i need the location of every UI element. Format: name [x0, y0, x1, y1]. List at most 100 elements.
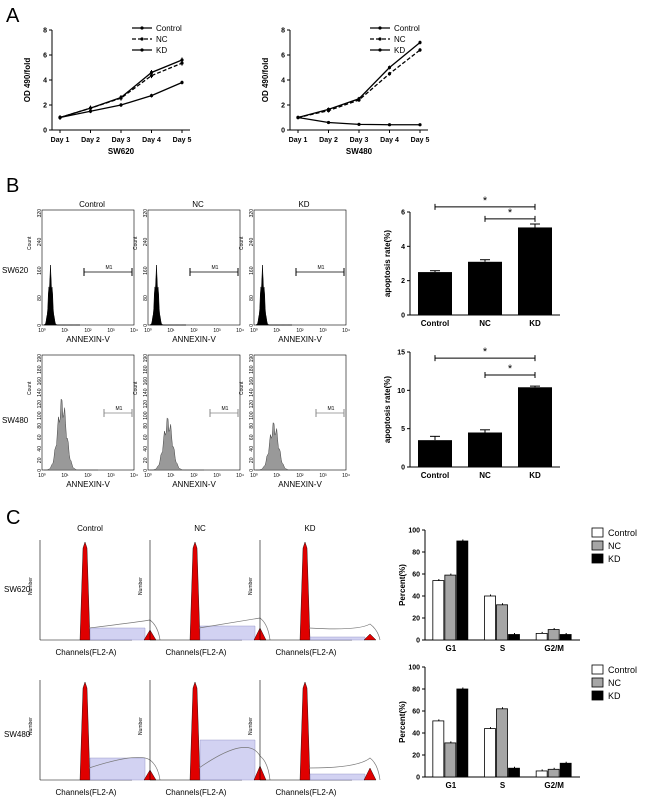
legend-marker: [378, 48, 382, 52]
s-phase-band: [89, 627, 146, 641]
cycle-row-label-sw480: SW480: [4, 730, 31, 739]
gate-label: M1: [212, 265, 219, 271]
flow-histogram: [43, 398, 98, 471]
bar: [518, 227, 552, 315]
flow-y-tick-label: 0: [143, 469, 149, 472]
cycle-x-axis-label: Channels(FL2-A): [56, 648, 117, 657]
flow-x-tick-label: 10³: [319, 328, 327, 334]
flow-x-axis-label: ANNEXIN-V: [278, 480, 322, 489]
flow-x-tick-label: 10⁰: [144, 328, 152, 334]
cycle-column-title: Control: [77, 524, 103, 533]
apoptosis-chart-sw620: 0 2 4 6 apoptosis rate(%) Control NC KD * *: [383, 195, 560, 328]
y-tick-label: 0: [281, 128, 285, 135]
cycle-x-axis-label: Channels(FL2-A): [56, 788, 117, 797]
x-tick-label: Day 2: [81, 137, 100, 144]
flow-y-tick-label: 190: [143, 354, 149, 363]
significance-label: *: [508, 207, 513, 219]
flow-y-tick-label: 240: [143, 238, 149, 247]
cycle-y-axis-label: Number: [248, 577, 254, 595]
legend-swatch: [591, 540, 604, 551]
flow-x-tick-label: 10⁴: [130, 328, 138, 334]
legend-label: NC: [608, 541, 621, 551]
flow-x-tick-label: 10²: [296, 473, 304, 479]
flow-plot-frame: [253, 354, 347, 471]
flow-y-tick-label: 320: [37, 209, 43, 218]
flow-x-tick-label: 10⁰: [38, 473, 46, 479]
x-tick-label: KD: [529, 471, 541, 480]
x-tick-label: G1: [445, 781, 456, 790]
x-tick-label: Control: [421, 319, 449, 328]
legend-label: Control: [156, 24, 182, 33]
flow-x-tick-label: 10¹: [167, 328, 175, 334]
legend-label: Control: [608, 665, 637, 675]
legend-label: NC: [156, 35, 168, 44]
x-tick-label: Day 3: [350, 137, 369, 144]
flow-x-axis-label: ANNEXIN-V: [278, 335, 322, 344]
flow-histogram: [43, 264, 80, 326]
flow-x-tick-label: 10⁴: [342, 328, 350, 334]
x-tick-label: Control: [421, 471, 449, 480]
flow-column-title: KD: [298, 200, 309, 209]
flow-x-tick-label: 10⁰: [250, 328, 258, 334]
x-tick-label: Day 3: [112, 137, 131, 144]
cycle-y-axis-label: Number: [138, 717, 144, 735]
flow-x-tick-label: 10³: [319, 473, 327, 479]
flow-row-label-sw480: SW480: [2, 416, 29, 425]
flow-x-tick-label: 10⁴: [342, 473, 350, 479]
flow-x-tick-label: 10²: [84, 473, 92, 479]
data-point: [326, 109, 331, 113]
flow-x-axis-label: ANNEXIN-V: [66, 335, 110, 344]
flow-y-tick-label: 240: [37, 238, 43, 247]
legend-label: KD: [156, 46, 167, 55]
data-point: [88, 109, 93, 113]
flow-x-axis-label: ANNEXIN-V: [66, 480, 110, 489]
data-point: [149, 70, 154, 75]
flow-y-tick-label: 140: [249, 388, 255, 397]
flow-y-tick-label: 40: [37, 446, 43, 452]
flow-x-tick-label: 10²: [296, 328, 304, 334]
gate-label: M1: [222, 406, 229, 412]
cycle-column-title: KD: [304, 524, 315, 533]
y-tick-label: 6: [401, 210, 405, 217]
flow-histogram: [255, 264, 292, 326]
y-tick-label: 100: [408, 528, 420, 535]
flow-x-tick-label: 10²: [190, 473, 198, 479]
significance-label: *: [508, 363, 513, 375]
flow-x-tick-label: 10¹: [273, 328, 281, 334]
x-tick-label: NC: [479, 471, 491, 480]
data-point: [387, 123, 392, 127]
data-point: [88, 106, 93, 110]
legend-label: KD: [608, 691, 621, 701]
s-phase-band: [199, 625, 256, 641]
flow-column-title: Control: [79, 200, 105, 209]
x-tick-label: S: [500, 781, 506, 790]
bar-kd: [508, 767, 520, 778]
data-point: [387, 65, 392, 70]
significance-label: *: [483, 346, 488, 358]
s-phase-band: [309, 773, 366, 781]
flow-y-tick-label: 160: [143, 377, 149, 386]
cycle-y-axis-label: Number: [28, 717, 34, 735]
flow-y-tick-label: 80: [249, 295, 255, 301]
flow-column-title: NC: [192, 200, 204, 209]
series-line-control: [59, 59, 183, 119]
flow-y-tick-label: 0: [37, 469, 43, 472]
flow-y-tick-label: 20: [37, 457, 43, 463]
legend-marker: [140, 37, 144, 41]
flow-y-tick-label: 160: [249, 266, 255, 275]
series-line-nc: [297, 49, 421, 119]
legend-label: NC: [608, 678, 621, 688]
data-point: [149, 74, 154, 78]
bar: [418, 440, 452, 467]
y-tick-label: 0: [416, 775, 420, 782]
flow-y-tick-label: 160: [249, 377, 255, 386]
data-point: [180, 58, 184, 62]
data-point: [180, 80, 184, 85]
y-axis-label: OD 490/fold: [261, 58, 270, 103]
legend-swatch: [591, 677, 604, 688]
x-tick-label: Day 1: [51, 137, 70, 144]
y-tick-label: 2: [43, 103, 47, 110]
y-tick-label: 80: [412, 550, 420, 557]
data-point: [418, 123, 422, 127]
